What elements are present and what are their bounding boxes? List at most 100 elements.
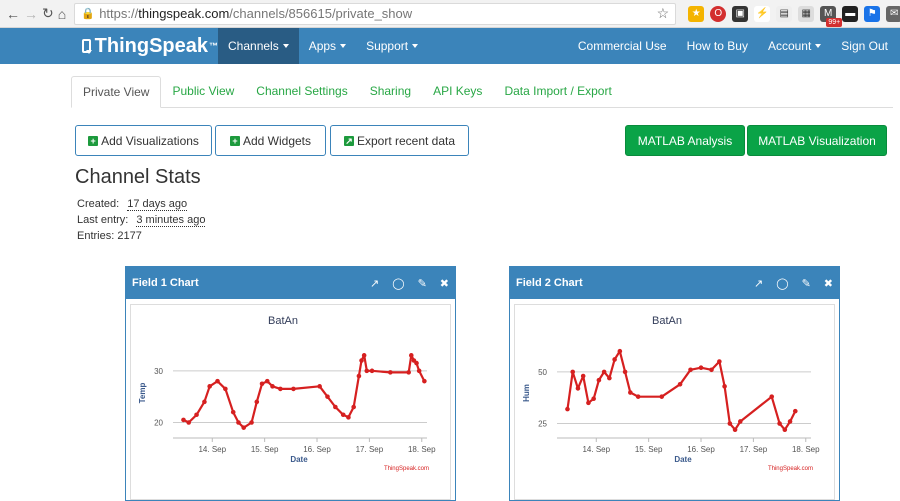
extension-mail-icon[interactable]: ✉ <box>886 5 900 22</box>
matlab-analysis-button[interactable]: MATLAB Analysis <box>625 125 745 156</box>
tab-sharing[interactable]: Sharing <box>369 84 412 98</box>
y-tick-label: 50 <box>538 368 547 377</box>
chevron-down-icon <box>340 44 347 48</box>
data-point <box>732 427 738 433</box>
extension-doc-icon[interactable]: ▤ <box>776 5 793 22</box>
x-tick-label: 15. Sep <box>635 445 663 454</box>
stat-created-label: Created: <box>77 198 120 210</box>
plus-icon: + <box>88 135 99 146</box>
x-axis-label: Date <box>290 455 308 464</box>
data-point <box>317 384 322 389</box>
reload-icon[interactable]: ↻ <box>42 5 54 21</box>
extension-star-icon[interactable]: ★ <box>688 5 705 22</box>
data-point <box>722 384 727 389</box>
close-icon[interactable]: ✖ <box>439 277 449 290</box>
data-point <box>254 399 260 405</box>
data-point <box>346 415 351 420</box>
external-link-icon[interactable]: ↗ <box>370 277 380 290</box>
export-recent-data-button[interactable]: ↗ Export recent data <box>330 125 469 156</box>
nav-channels[interactable]: Channels <box>218 28 299 64</box>
field-1-chart-panel: Field 1 Chart ↗ ◯ ✎ ✖ BatAn 20 30 14. Sep 15… <box>125 266 456 501</box>
extension-grid-icon[interactable]: ▦ <box>798 5 815 22</box>
pencil-icon[interactable]: ✎ <box>417 277 427 290</box>
nav-sign-out[interactable]: Sign Out <box>841 39 888 53</box>
data-point <box>422 378 427 384</box>
stat-created-value: 17 days ago <box>127 198 188 211</box>
url-path: /channels/856615/private_show <box>229 6 413 21</box>
extension-gmail-icon[interactable]: M 99+ <box>820 5 843 27</box>
brand-logo[interactable]: ThingSpeak ™ <box>0 28 218 64</box>
tab-data-import-export[interactable]: Data Import / Export <box>504 84 612 98</box>
panel-header: Field 1 Chart ↗ ◯ ✎ ✖ <box>126 267 455 299</box>
y-tick-label: 20 <box>154 419 163 428</box>
tab-public-view[interactable]: Public View <box>172 84 235 98</box>
series-line <box>566 350 797 431</box>
data-point <box>737 419 743 424</box>
x-tick-label: 14. Sep <box>582 445 610 454</box>
data-point <box>202 399 207 405</box>
extension-camera-icon[interactable]: ▣ <box>732 5 749 22</box>
data-point <box>278 386 283 392</box>
data-point <box>570 369 576 375</box>
back-icon[interactable]: ← <box>6 5 20 22</box>
panel-title: Field 2 Chart <box>516 277 583 289</box>
chevron-down-icon <box>282 44 289 48</box>
tab-api-keys[interactable]: API Keys <box>433 84 483 98</box>
y-tick-label: 30 <box>154 367 163 376</box>
comment-icon[interactable]: ◯ <box>392 277 405 290</box>
forward-icon[interactable]: → <box>24 5 38 22</box>
extension-terminal-icon[interactable]: ▬ <box>842 5 859 22</box>
data-point <box>792 408 798 414</box>
url-host: thingspeak.com <box>138 6 230 21</box>
nav-support-label: Support <box>366 39 409 53</box>
external-link-icon[interactable]: ↗ <box>754 277 764 290</box>
x-tick-label: 16. Sep <box>303 445 331 454</box>
nav-how-to-buy[interactable]: How to Buy <box>686 39 748 53</box>
home-icon[interactable]: ⌂ <box>57 5 67 22</box>
add-widgets-button[interactable]: + Add Widgets <box>215 125 326 156</box>
y-axis-label: Hum <box>522 384 531 402</box>
data-point <box>223 386 228 392</box>
y-tick-label: 25 <box>538 420 547 429</box>
data-point <box>230 409 236 415</box>
data-point <box>575 386 581 391</box>
field-2-chart: BatAn 25 50 14. Sep 15. Sep 16. Sep 17. Sep 18.… <box>522 315 820 472</box>
data-point <box>698 365 704 371</box>
pencil-icon[interactable]: ✎ <box>801 277 811 290</box>
data-point <box>601 369 607 375</box>
data-point <box>617 348 623 354</box>
add-visualizations-button[interactable]: + Add Visualizations <box>75 125 212 156</box>
data-point <box>369 368 375 374</box>
nav-account[interactable]: Account <box>758 28 831 64</box>
tab-private-view[interactable]: Private View <box>71 76 162 108</box>
brand-trademark: ™ <box>209 41 218 51</box>
nav-apps[interactable]: Apps <box>299 28 356 64</box>
data-point <box>628 390 633 395</box>
nav-commercial-use[interactable]: Commercial Use <box>577 39 667 53</box>
x-axis-label: Date <box>674 455 692 464</box>
tab-channel-settings[interactable]: Channel Settings <box>256 84 348 98</box>
data-point <box>782 427 788 433</box>
chart-container: BatAn 20 30 14. Sep 15. Sep 16. Sep 17. Sep 18.… <box>130 304 451 500</box>
brand-name: ThingSpeak <box>94 34 208 57</box>
browser-toolbar: ← → ↻ ⌂ 🔒 https:// thingspeak.com /chann… <box>0 0 900 28</box>
extension-opera-icon[interactable]: O <box>710 5 727 22</box>
x-tick-label: 17. Sep <box>740 445 768 454</box>
matlab-visualization-button[interactable]: MATLAB Visualization <box>747 125 887 156</box>
address-bar[interactable]: 🔒 https:// thingspeak.com /channels/8566… <box>74 2 677 25</box>
data-point <box>356 373 362 379</box>
comment-icon[interactable]: ◯ <box>776 277 789 290</box>
data-point <box>388 370 393 375</box>
data-point <box>340 412 346 418</box>
bookmark-star-icon[interactable]: ☆ <box>656 5 670 21</box>
chart-container: BatAn 25 50 14. Sep 15. Sep 16. Sep 17. Sep 18.… <box>514 304 835 500</box>
data-point <box>580 373 586 379</box>
data-point <box>727 421 733 426</box>
stat-created: Created: 17 days ago <box>77 198 188 211</box>
close-icon[interactable]: ✖ <box>823 277 833 290</box>
extension-flag-icon[interactable]: ⚑ <box>864 5 881 22</box>
nav-support[interactable]: Support <box>356 28 428 64</box>
export-label: Export recent data <box>356 133 456 148</box>
speech-bubble-icon <box>82 39 92 54</box>
extension-bolt-icon[interactable]: ⚡ <box>754 5 771 22</box>
